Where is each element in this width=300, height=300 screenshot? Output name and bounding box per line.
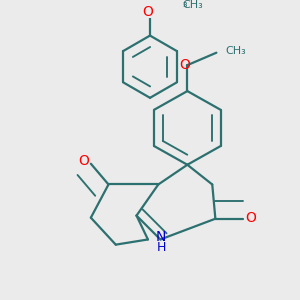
Text: O: O bbox=[79, 154, 89, 168]
Text: N: N bbox=[156, 230, 166, 244]
Text: CH₃: CH₃ bbox=[226, 46, 247, 56]
Text: O: O bbox=[179, 58, 190, 72]
Text: O: O bbox=[245, 211, 256, 225]
Text: ₃: ₃ bbox=[224, 50, 225, 51]
Text: CH₃: CH₃ bbox=[182, 0, 203, 11]
Text: ₃: ₃ bbox=[183, 0, 187, 9]
Text: H: H bbox=[156, 241, 166, 254]
Text: O: O bbox=[142, 5, 153, 19]
